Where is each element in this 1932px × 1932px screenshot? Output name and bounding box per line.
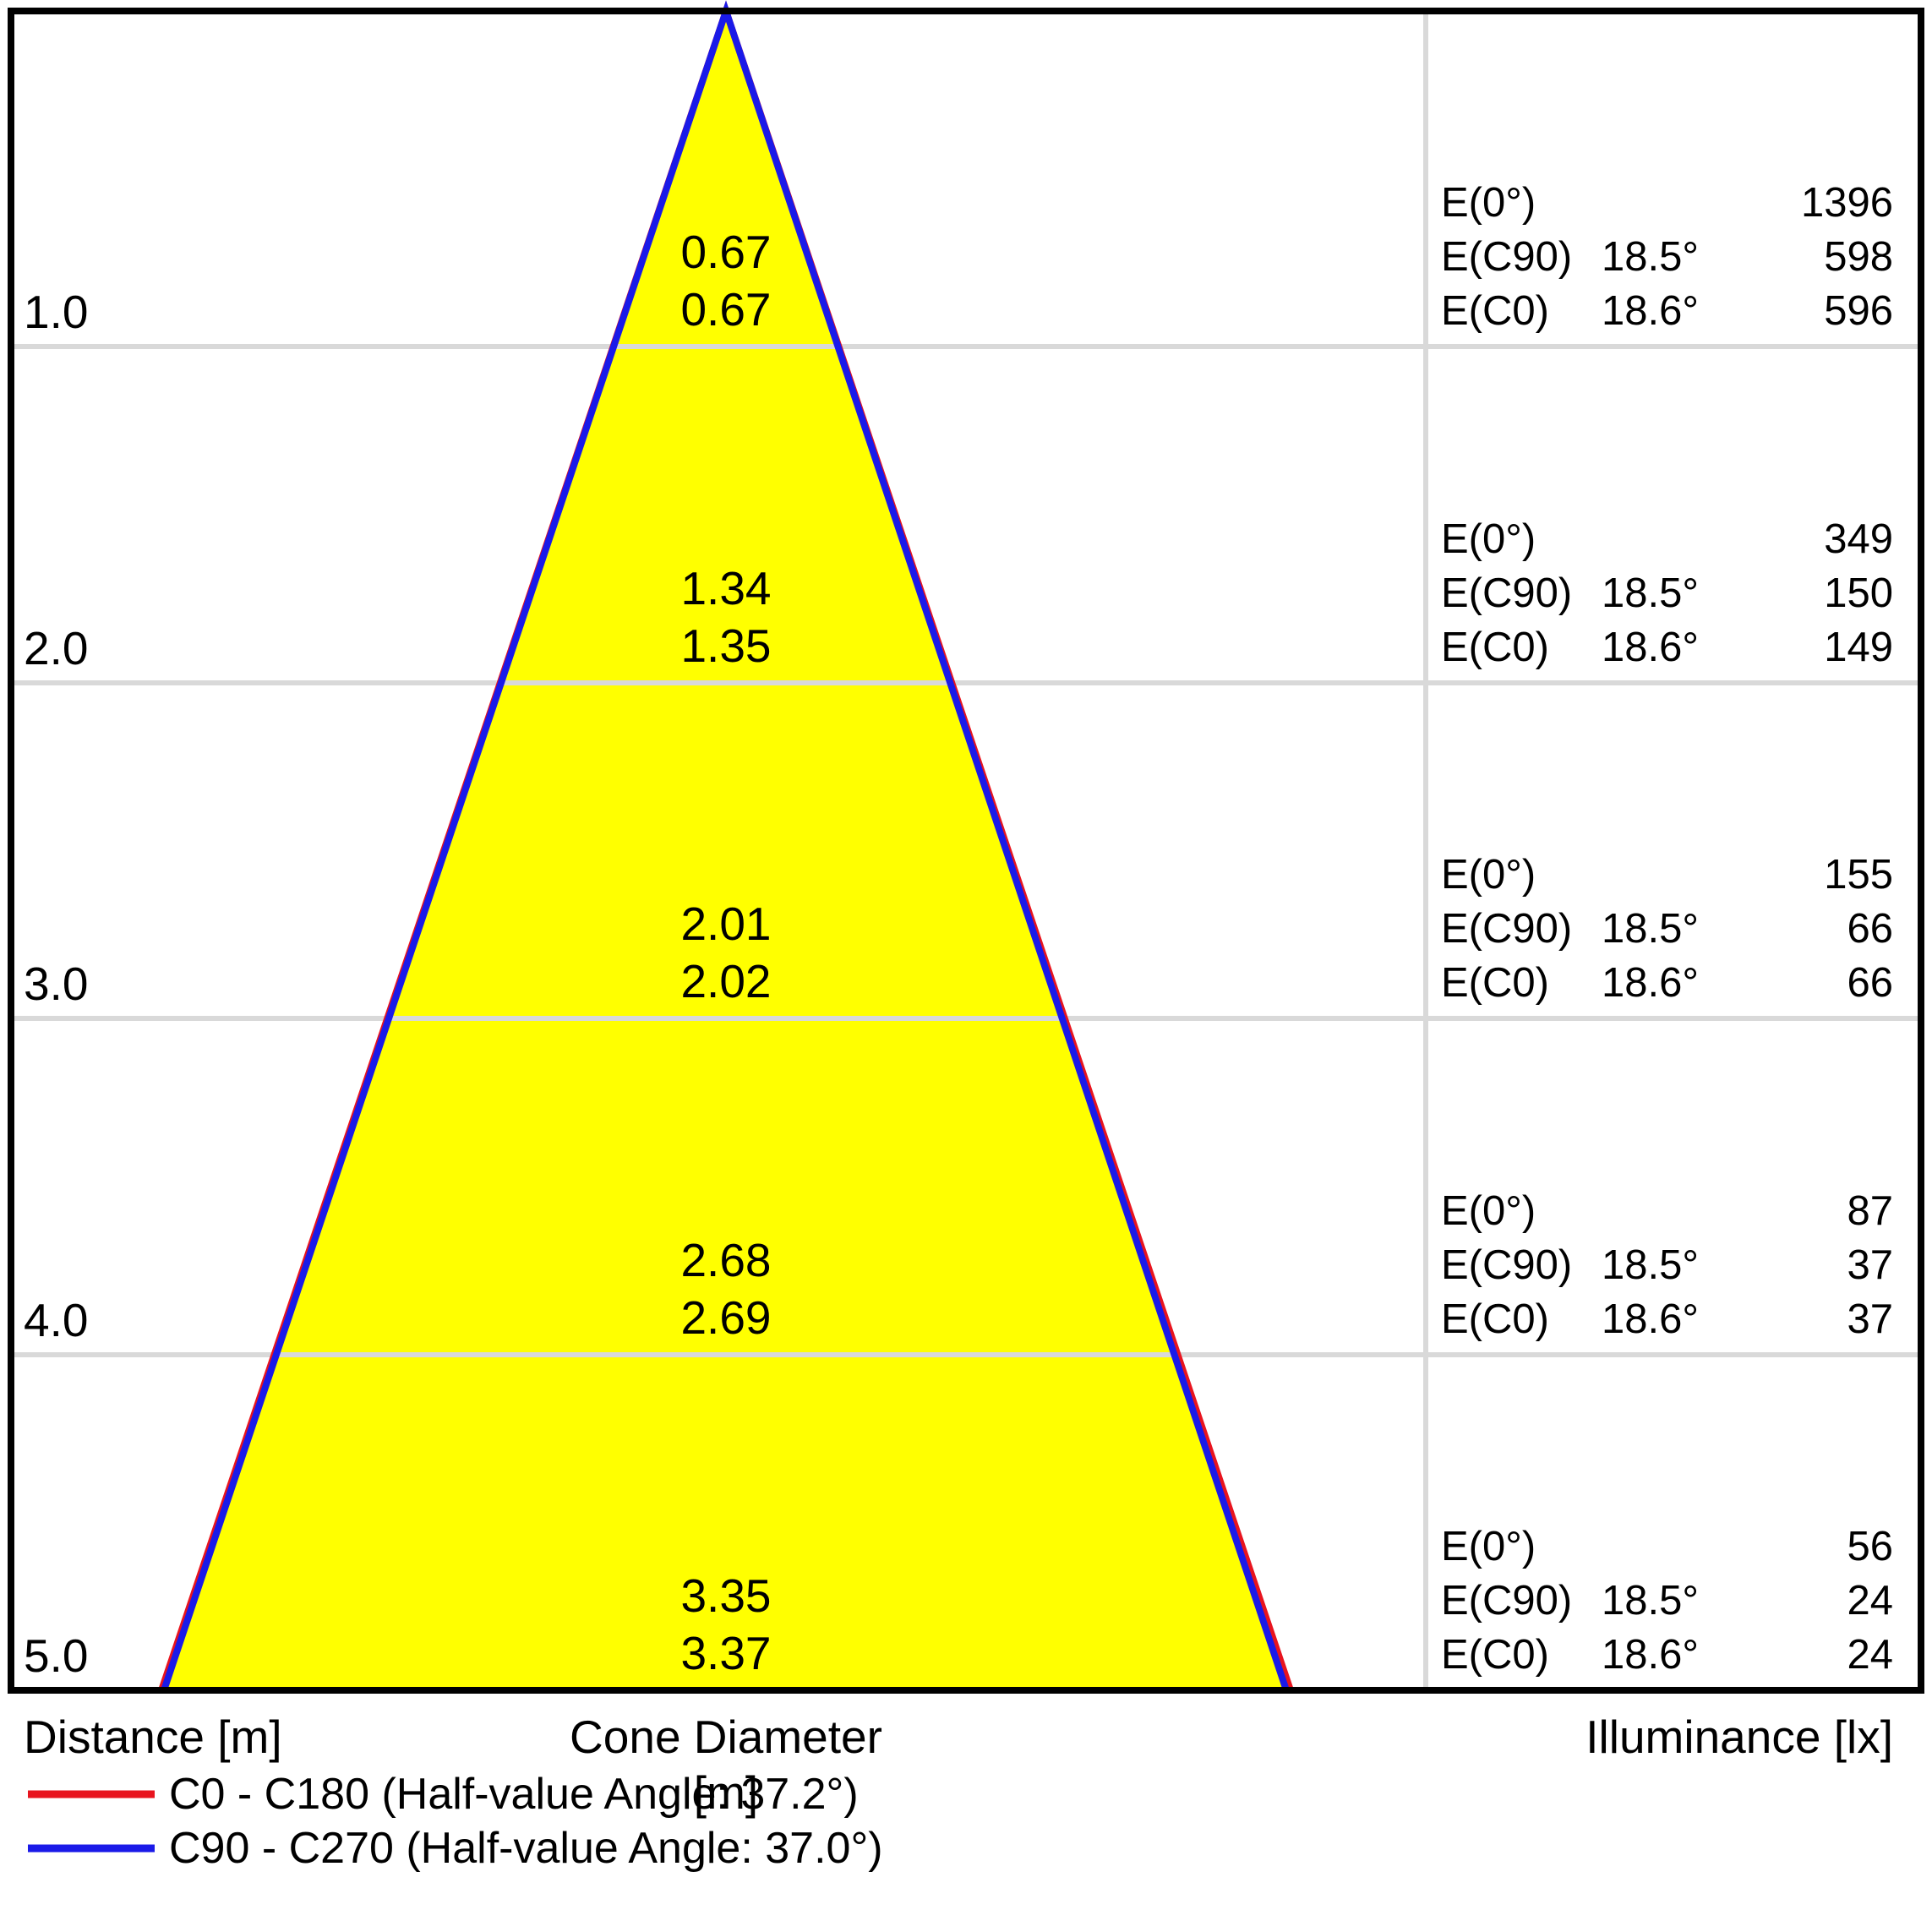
illuminance-value: 598	[1824, 234, 1893, 280]
grid-lines	[14, 14, 1918, 1687]
illuminance-line: E(C90) 18.5° 24	[1441, 1574, 1893, 1628]
illuminance-line: E(C0) 18.6° 596	[1441, 284, 1893, 338]
cone-diameter-values-4m: 2.68 2.69	[532, 1231, 920, 1346]
illuminance-line: E(0°) 56	[1441, 1520, 1893, 1574]
illuminance-label: E(C90)	[1441, 1578, 1573, 1624]
illuminance-value: 149	[1824, 625, 1893, 670]
illuminance-label: E(0°)	[1441, 516, 1536, 562]
illuminance-line: E(C90) 18.5° 37	[1441, 1238, 1893, 1292]
legend-label-c90-c270: C90 - C270 (Half-value Angle: 37.0°)	[169, 1824, 883, 1873]
illuminance-label: E(0°)	[1441, 1524, 1536, 1569]
cone-diameter-c0-5m: 3.37	[680, 1627, 772, 1679]
illuminance-line: E(C90) 18.5° 598	[1441, 230, 1893, 284]
cone-diameter-values-5m: 3.35 3.37	[532, 1567, 920, 1682]
illuminance-value: 150	[1824, 570, 1893, 616]
cone-diameter-c90-5m: 3.35	[680, 1569, 772, 1622]
distance-axis-header: Distance [m]	[24, 1711, 282, 1763]
illuminance-label: E(C90)	[1441, 1242, 1573, 1288]
illuminance-label: E(C90)	[1441, 570, 1573, 616]
cone-diameter-c0-2m: 1.35	[680, 619, 772, 672]
cone-diameter-c90-3m: 2.01	[680, 898, 772, 950]
illuminance-label: E(C90)	[1441, 906, 1573, 952]
distance-label-5m: 5.0	[24, 1629, 89, 1682]
illuminance-axis-header: Illuminance [lx]	[1585, 1711, 1893, 1763]
illuminance-value: 37	[1847, 1242, 1893, 1288]
illuminance-value: 66	[1847, 960, 1893, 1006]
illuminance-value: 349	[1824, 516, 1893, 562]
cone-diameter-values-3m: 2.01 2.02	[532, 895, 920, 1010]
diagram-border	[8, 8, 1924, 1694]
cone-diameter-c90-4m: 2.68	[680, 1234, 772, 1286]
distance-label-3m: 3.0	[24, 958, 89, 1010]
illuminance-value: 1396	[1800, 180, 1893, 226]
illuminance-angle: 18.6°	[1602, 1632, 1699, 1678]
illuminance-label: E(C0)	[1441, 1632, 1549, 1678]
illuminance-block-1m: E(0°) 1396 E(C90) 18.5° 598 E(C0) 18.6° …	[1441, 176, 1893, 338]
illuminance-label: E(C0)	[1441, 625, 1549, 670]
illuminance-label: E(0°)	[1441, 852, 1536, 898]
illuminance-label: E(0°)	[1441, 1188, 1536, 1234]
cone-diameter-values-2m: 1.34 1.35	[532, 559, 920, 674]
illuminance-line: E(C90) 18.5° 66	[1441, 902, 1893, 956]
illuminance-label: E(C0)	[1441, 960, 1549, 1006]
illuminance-value: 37	[1847, 1296, 1893, 1342]
distance-label-4m: 4.0	[24, 1294, 89, 1346]
illuminance-value: 24	[1847, 1578, 1893, 1624]
illuminance-block-2m: E(0°) 349 E(C90) 18.5° 150 E(C0) 18.6° 1…	[1441, 512, 1893, 674]
illuminance-line: E(C0) 18.6° 37	[1441, 1292, 1893, 1346]
illuminance-line: E(C0) 18.6° 66	[1441, 956, 1893, 1010]
illuminance-value: 155	[1824, 852, 1893, 898]
illuminance-label: E(0°)	[1441, 180, 1536, 226]
illuminance-block-3m: E(0°) 155 E(C90) 18.5° 66 E(C0) 18.6° 66	[1441, 848, 1893, 1010]
cone-diameter-c0-1m: 0.67	[680, 283, 772, 336]
illuminance-angle: 18.5°	[1602, 1578, 1699, 1624]
illuminance-line: E(0°) 349	[1441, 512, 1893, 566]
illuminance-line: E(0°) 155	[1441, 848, 1893, 902]
cone-diameter-c90-2m: 1.34	[680, 562, 772, 614]
illuminance-angle: 18.6°	[1602, 288, 1699, 334]
illuminance-angle: 18.5°	[1602, 570, 1699, 616]
light-cone-fill	[161, 11, 1291, 1690]
illuminance-line: E(C0) 18.6° 24	[1441, 1628, 1893, 1682]
cone-diameter-axis-header: Cone Diameter [m]	[570, 1711, 882, 1819]
illuminance-value: 66	[1847, 906, 1893, 952]
illuminance-label: E(C90)	[1441, 234, 1573, 280]
illuminance-value: 596	[1824, 288, 1893, 334]
illuminance-line: E(C0) 18.6° 149	[1441, 620, 1893, 674]
illuminance-value: 56	[1847, 1524, 1893, 1569]
illuminance-line: E(C90) 18.5° 150	[1441, 566, 1893, 620]
distance-label-1m: 1.0	[24, 286, 89, 338]
illuminance-angle: 18.5°	[1602, 1242, 1699, 1288]
illuminance-angle: 18.5°	[1602, 906, 1699, 952]
illuminance-line: E(0°) 87	[1441, 1184, 1893, 1238]
illuminance-value: 87	[1847, 1188, 1893, 1234]
illuminance-label: E(C0)	[1441, 288, 1549, 334]
cone-diameter-c90-1m: 0.67	[680, 226, 772, 278]
illuminance-label: E(C0)	[1441, 1296, 1549, 1342]
cone-diameter-c0-3m: 2.02	[680, 955, 772, 1007]
legend-label-c0-c180: C0 - C180 (Half-value Angle: 37.2°)	[169, 1770, 859, 1819]
illuminance-value: 24	[1847, 1632, 1893, 1678]
cone-diameter-values-1m: 0.67 0.67	[532, 223, 920, 338]
illuminance-angle: 18.6°	[1602, 625, 1699, 670]
cone-diameter-c0-4m: 2.69	[680, 1291, 772, 1344]
illuminance-angle: 18.5°	[1602, 234, 1699, 280]
illuminance-angle: 18.6°	[1602, 960, 1699, 1006]
illuminance-block-5m: E(0°) 56 E(C90) 18.5° 24 E(C0) 18.6° 24	[1441, 1520, 1893, 1682]
illuminance-block-4m: E(0°) 87 E(C90) 18.5° 37 E(C0) 18.6° 37	[1441, 1184, 1893, 1346]
illuminance-angle: 18.6°	[1602, 1296, 1699, 1342]
illuminance-line: E(0°) 1396	[1441, 176, 1893, 230]
distance-label-2m: 2.0	[24, 622, 89, 674]
